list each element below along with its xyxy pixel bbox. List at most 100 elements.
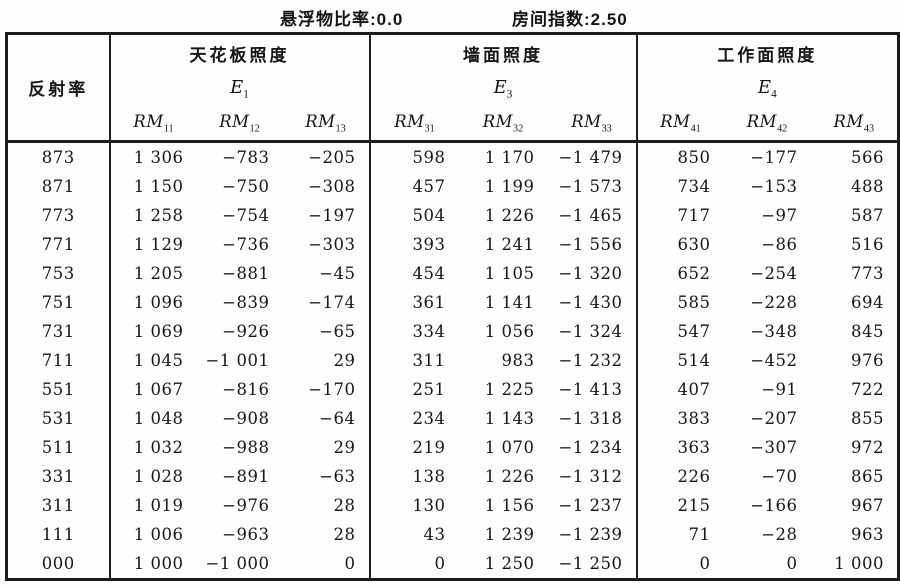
value-cell: −976 xyxy=(222,496,270,515)
value-cell: −1 000 xyxy=(205,554,270,573)
reflectance-cell: 311 xyxy=(6,491,111,520)
reflectance-cell: 731 xyxy=(6,317,111,346)
value-cell: −228 xyxy=(750,293,798,312)
value-cell: 1 250 xyxy=(484,554,535,573)
room-index-value: 2.50 xyxy=(590,10,628,29)
value-cell: 587 xyxy=(851,206,885,225)
reflectance-cell: 751 xyxy=(6,288,111,317)
reflectance-cell: 531 xyxy=(6,404,111,433)
value-cell: 1 070 xyxy=(484,438,535,457)
value-cell: −174 xyxy=(282,288,371,317)
value-cell: 598 xyxy=(412,148,446,167)
value-cell: 1 141 xyxy=(484,293,535,312)
column-header-rm-12: RM12 xyxy=(196,106,283,143)
value-cell: 1 000 xyxy=(834,554,885,573)
value-cell: 722 xyxy=(851,380,885,399)
value-cell: −153 xyxy=(750,177,798,196)
reflectance-cell: 873 xyxy=(6,141,111,172)
value-cell: −307 xyxy=(750,438,798,457)
value-cell: −254 xyxy=(750,264,798,283)
value-cell: 976 xyxy=(851,351,885,370)
value-cell: 1 032 xyxy=(133,438,184,457)
value-cell: −65 xyxy=(282,317,371,346)
symbol-e4: E xyxy=(757,76,772,98)
value-cell: −303 xyxy=(282,230,371,259)
value-cell: 29 xyxy=(282,433,371,462)
value-cell: 717 xyxy=(677,206,711,225)
room-index-label: 房间指数: xyxy=(512,10,591,29)
value-cell: −97 xyxy=(761,206,798,225)
value-cell: −839 xyxy=(222,293,270,312)
value-cell: 1 143 xyxy=(484,409,535,428)
value-cell: 407 xyxy=(677,380,711,399)
value-cell: 865 xyxy=(851,467,885,486)
suspended-matter-ratio-value: 0.0 xyxy=(376,10,404,29)
value-cell: −988 xyxy=(222,438,270,457)
value-cell: 383 xyxy=(677,409,711,428)
value-cell: 1 028 xyxy=(133,467,184,486)
value-cell: −816 xyxy=(222,380,270,399)
value-cell: −963 xyxy=(222,525,270,544)
value-cell: 1 226 xyxy=(484,206,535,225)
value-cell: −170 xyxy=(282,375,371,404)
table-body: 873 1 306 −783 −205 598 1 170 −1 479 850 −177 566… xyxy=(6,141,899,580)
value-cell: 1 045 xyxy=(133,351,184,370)
column-header-rm-42: RM42 xyxy=(723,106,811,143)
value-cell: 1 067 xyxy=(133,380,184,399)
table-row: 873 1 306 −783 −205 598 1 170 −1 479 850 −177 566 xyxy=(6,141,899,172)
value-cell: −1 234 xyxy=(547,433,638,462)
value-cell: 566 xyxy=(851,148,885,167)
table-row: 771 1 129 −736 −303 393 1 241 −1 556 630 −86 516 xyxy=(6,230,899,259)
value-cell: 1 048 xyxy=(133,409,184,428)
value-cell: 972 xyxy=(851,438,885,457)
table-row: 000 1 000 −1 000 0 0 1 250 −1 250 0 0 1 000 xyxy=(6,549,899,580)
value-cell: −63 xyxy=(282,462,371,491)
symbol-e1: E xyxy=(230,76,244,98)
value-cell: 0 xyxy=(434,554,446,573)
column-header-rm-13: RM13 xyxy=(282,106,371,143)
value-cell: −881 xyxy=(222,264,270,283)
value-cell: 488 xyxy=(851,177,885,196)
reflectance-cell: 753 xyxy=(6,259,111,288)
value-cell: 219 xyxy=(412,438,446,457)
reflectance-cell: 711 xyxy=(6,346,111,375)
value-cell: 457 xyxy=(412,177,446,196)
table-row: 331 1 028 −891 −63 138 1 226 −1 312 226 −70 865 xyxy=(6,462,899,491)
value-cell: −207 xyxy=(750,409,798,428)
reflectance-cell: 331 xyxy=(6,462,111,491)
value-cell: 28 xyxy=(282,491,371,520)
ceiling-e1-symbol: E1 xyxy=(109,71,371,106)
reflectance-cell: 551 xyxy=(6,375,111,404)
value-cell: −1 465 xyxy=(547,201,638,230)
value-cell: 963 xyxy=(851,525,885,544)
column-header-rm-43: RM43 xyxy=(810,106,899,143)
value-cell: −1 556 xyxy=(547,230,638,259)
value-cell: 0 xyxy=(699,554,711,573)
value-cell: 1 258 xyxy=(133,206,184,225)
value-cell: −308 xyxy=(282,172,371,201)
value-cell: 43 xyxy=(423,525,446,544)
room-index: 房间指数:2.50 xyxy=(512,5,628,30)
value-cell: 850 xyxy=(677,148,711,167)
value-cell: 1 006 xyxy=(133,525,184,544)
value-cell: 363 xyxy=(677,438,711,457)
value-cell: 547 xyxy=(677,322,711,341)
value-cell: 1 170 xyxy=(484,148,535,167)
value-cell: 1 150 xyxy=(133,177,184,196)
value-cell: 1 096 xyxy=(133,293,184,312)
table-row: 311 1 019 −976 28 130 1 156 −1 237 215 −166 967 xyxy=(6,491,899,520)
value-cell: 1 000 xyxy=(133,554,184,573)
value-cell: −70 xyxy=(761,467,798,486)
table-row: 531 1 048 −908 −64 234 1 143 −1 318 383 −207 855 xyxy=(6,404,899,433)
workplane-illuminance-group-header: 工作面照度 xyxy=(717,45,818,65)
value-cell: −926 xyxy=(222,322,270,341)
column-header-rm-32: RM32 xyxy=(458,106,548,143)
suspended-matter-ratio: 悬浮物比率:0.0 xyxy=(280,5,403,30)
column-header-rm-41: RM41 xyxy=(636,106,724,143)
value-cell: 1 056 xyxy=(484,322,535,341)
value-cell: 311 xyxy=(412,351,446,370)
value-cell: 983 xyxy=(501,351,535,370)
suspended-matter-ratio-label: 悬浮物比率: xyxy=(280,10,377,29)
value-cell: −1 479 xyxy=(547,141,638,172)
value-cell: 1 306 xyxy=(133,148,184,167)
